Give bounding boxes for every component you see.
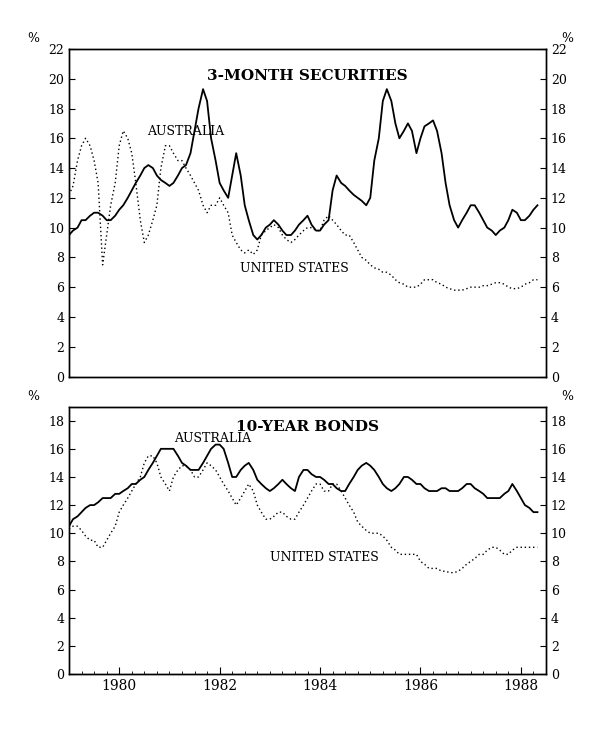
Text: %: % bbox=[27, 390, 39, 403]
Text: AUSTRALIA: AUSTRALIA bbox=[175, 431, 251, 445]
Text: %: % bbox=[561, 32, 573, 45]
Text: 10-YEAR BONDS: 10-YEAR BONDS bbox=[236, 420, 379, 434]
Text: UNITED STATES: UNITED STATES bbox=[240, 262, 349, 276]
Text: 3-MONTH SECURITIES: 3-MONTH SECURITIES bbox=[207, 69, 408, 83]
Text: UNITED STATES: UNITED STATES bbox=[270, 551, 379, 565]
Text: %: % bbox=[27, 32, 39, 45]
Text: AUSTRALIA: AUSTRALIA bbox=[147, 125, 224, 139]
Text: %: % bbox=[561, 390, 573, 403]
